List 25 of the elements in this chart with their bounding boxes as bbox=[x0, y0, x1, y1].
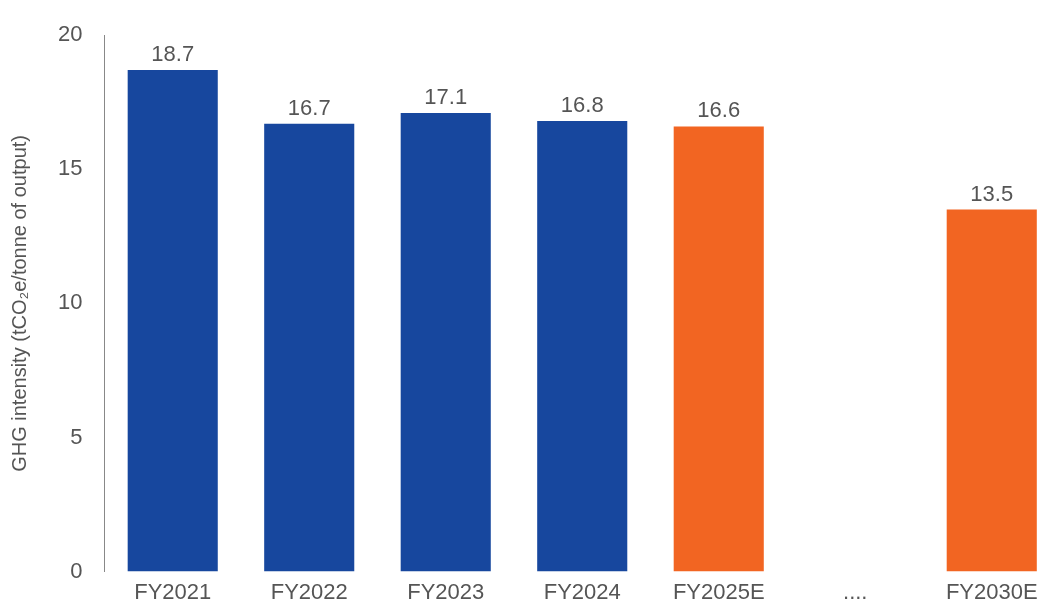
x-tick-label: FY2021 bbox=[134, 578, 212, 604]
bar bbox=[264, 123, 355, 572]
x-tick-label: FY2025E bbox=[672, 578, 765, 604]
bar bbox=[946, 209, 1037, 572]
y-tick-label: 15 bbox=[57, 155, 83, 181]
data-label: 16.6 bbox=[697, 97, 741, 123]
data-label: 16.8 bbox=[560, 92, 604, 118]
bar bbox=[400, 112, 491, 572]
x-tick-label: FY2022 bbox=[270, 578, 348, 604]
x-tick-label: .... bbox=[843, 578, 868, 604]
data-label: 13.5 bbox=[970, 180, 1014, 206]
x-tick-label: FY2030E bbox=[945, 578, 1038, 604]
bar bbox=[537, 121, 628, 572]
x-tick-label: FY2024 bbox=[543, 578, 621, 604]
y-tick-label: 10 bbox=[57, 289, 83, 315]
data-label: 18.7 bbox=[151, 41, 195, 67]
y-axis-title: GHG intensity (tCO₂e/tonne of output) bbox=[7, 134, 30, 472]
x-tick-label: FY2023 bbox=[407, 578, 485, 604]
y-tick-label: 20 bbox=[57, 21, 83, 47]
data-label: 16.7 bbox=[287, 94, 331, 120]
y-tick-label: 5 bbox=[70, 423, 83, 449]
bar bbox=[673, 126, 764, 572]
data-label: 17.1 bbox=[424, 84, 468, 110]
y-tick-label: 0 bbox=[70, 557, 83, 583]
bar bbox=[127, 70, 218, 572]
